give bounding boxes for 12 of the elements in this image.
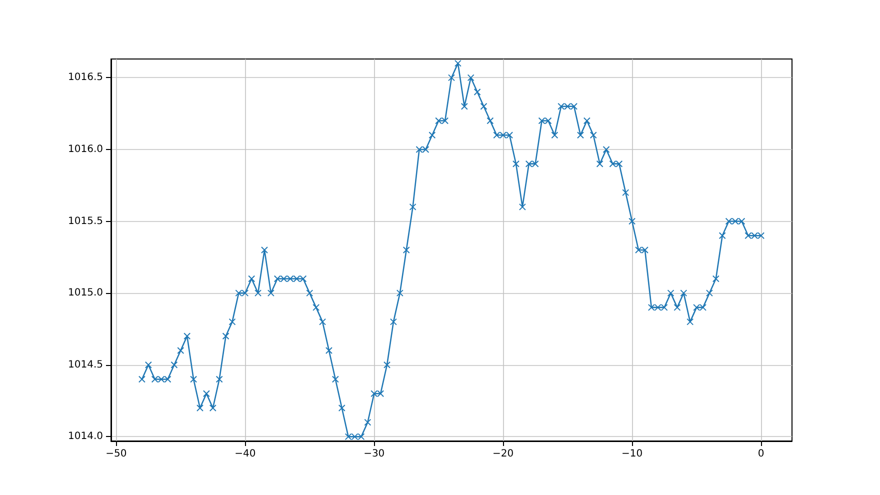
x-tick-label: −30: [364, 448, 385, 460]
y-tick-label: 1015.0: [68, 288, 103, 299]
x-tick-label: −50: [106, 448, 127, 460]
y-tick-label: 1016.5: [68, 72, 103, 84]
y-tick-label: 1014.5: [68, 359, 103, 370]
x-tick-label: 0: [758, 448, 764, 460]
y-tick-label: 1015.5: [68, 216, 103, 227]
x-tick-label: −40: [234, 448, 256, 460]
y-tick-label: 1016.0: [68, 144, 103, 155]
y-tick-label: 1014.0: [68, 431, 103, 442]
x-tick-label: −10: [622, 448, 643, 460]
x-tick-label: −20: [492, 448, 514, 460]
